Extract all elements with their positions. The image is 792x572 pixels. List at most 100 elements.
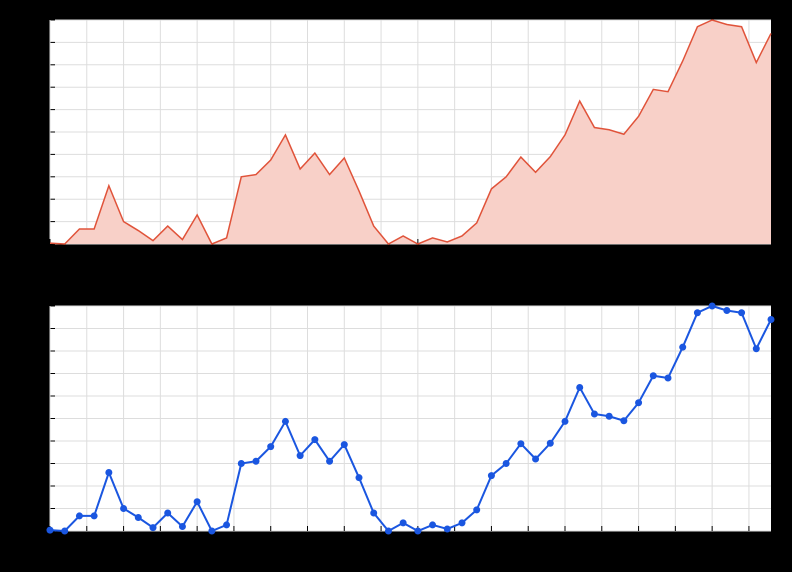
y-tick-label: 10 <box>33 216 45 227</box>
point <box>208 527 216 535</box>
x-tick-label: 22.5 <box>371 538 391 549</box>
point <box>311 436 319 444</box>
point <box>164 509 172 517</box>
x-tick-label: 10 <box>192 538 204 549</box>
x-tick-label: 17.5 <box>298 251 318 262</box>
point <box>649 372 657 380</box>
y-tick-label: 90 <box>33 37 45 48</box>
point <box>149 524 157 532</box>
x-tick-label: 27.5 <box>445 538 465 549</box>
point <box>267 443 275 451</box>
y-tick-label: 0 <box>38 239 44 250</box>
point <box>576 383 584 391</box>
x-tick-label: 42.5 <box>666 251 686 262</box>
line <box>49 19 772 245</box>
y-tick-label: 70 <box>33 368 45 379</box>
point <box>134 514 142 521</box>
x-tick-label: 15 <box>265 538 277 549</box>
point <box>193 498 201 506</box>
point <box>723 307 731 314</box>
point <box>370 509 378 517</box>
point <box>767 316 775 323</box>
point <box>620 417 628 425</box>
point <box>120 505 128 512</box>
point <box>46 526 54 534</box>
y-tick-label: 100 <box>27 301 44 312</box>
point <box>75 512 83 520</box>
x-tick-label: 27.5 <box>445 251 465 262</box>
y-tick-label: 90 <box>33 323 45 334</box>
y-tick-label: 60 <box>33 104 45 115</box>
x-tick-label: 30 <box>486 251 498 262</box>
point <box>414 527 422 535</box>
point <box>590 410 598 418</box>
point <box>708 302 716 310</box>
y-tick-label: 30 <box>33 458 45 469</box>
point <box>399 519 407 527</box>
x-tick-label: 47.5 <box>739 251 759 262</box>
x-tick-label: 7.5 <box>153 251 167 262</box>
point <box>502 460 510 467</box>
x-tick-label: 2.5 <box>80 538 94 549</box>
x-tick-label: 5 <box>121 538 127 549</box>
y-tick-label: 70 <box>33 82 45 93</box>
x-tick-label: 40 <box>633 538 645 549</box>
point <box>605 412 613 420</box>
x-tick-label: 20 <box>339 251 351 262</box>
x-tick-label: 32.5 <box>518 251 538 262</box>
y-tick-label: 100 <box>27 15 44 26</box>
point <box>473 506 481 514</box>
point <box>738 309 746 317</box>
y-tick-label: 20 <box>33 194 45 205</box>
y-tick-label: 60 <box>33 391 45 402</box>
point <box>384 527 392 535</box>
y-tick-label: 50 <box>33 127 45 138</box>
point <box>61 527 69 535</box>
x-tick-label: 5 <box>121 251 127 262</box>
x-tick-label: 22.5 <box>371 251 391 262</box>
point <box>546 439 554 447</box>
point <box>237 460 245 467</box>
point <box>443 525 451 533</box>
point <box>340 441 348 449</box>
y-tick-label: 10 <box>33 503 45 514</box>
point <box>532 455 540 463</box>
x-tick-label: 35 <box>559 538 571 549</box>
x-tick-label: 47.5 <box>739 538 759 549</box>
point <box>355 474 363 482</box>
area <box>50 20 771 244</box>
x-tick-label: 32.5 <box>518 538 538 549</box>
point <box>281 417 289 425</box>
point <box>458 519 466 527</box>
x-tick-label: 0 <box>47 251 53 262</box>
point <box>178 523 186 530</box>
point <box>664 374 672 382</box>
y-tick-label: 50 <box>33 413 45 424</box>
x-tick-label: 15 <box>265 251 277 262</box>
x-tick-label: 35 <box>559 251 571 262</box>
point <box>223 521 231 529</box>
x-tick-label: 10 <box>192 251 204 262</box>
x-tick-label: 20 <box>339 538 351 549</box>
point <box>679 343 687 351</box>
x-tick-label: 25 <box>412 251 424 262</box>
x-tick-label: 45 <box>707 538 719 549</box>
point <box>90 512 98 520</box>
x-tick-label: 2.5 <box>80 251 94 262</box>
x-tick-label: 12.5 <box>224 538 244 549</box>
point <box>517 440 525 448</box>
y-tick-label: 30 <box>33 171 45 182</box>
point <box>296 452 304 460</box>
point <box>252 457 260 465</box>
point <box>635 399 643 407</box>
x-tick-label: 45 <box>707 251 719 262</box>
point <box>561 417 569 425</box>
x-tick-label: 37.5 <box>592 251 612 262</box>
y-tick-label: 40 <box>33 149 45 160</box>
point <box>693 309 701 317</box>
point <box>429 521 437 529</box>
x-tick-label: 0 <box>47 538 53 549</box>
x-tick-label: 17.5 <box>298 538 318 549</box>
